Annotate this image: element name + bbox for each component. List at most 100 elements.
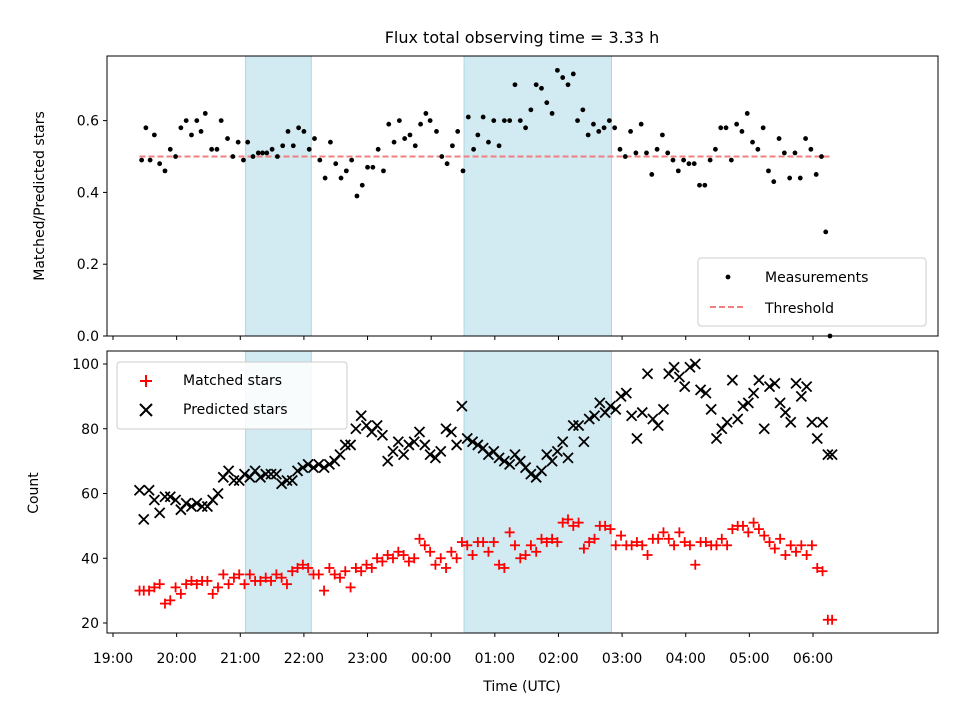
predicted-point (615, 390, 627, 403)
matched-point (271, 569, 282, 580)
matched-point (759, 530, 770, 541)
legend-matched-label: Matched stars (183, 373, 282, 389)
measurement-point (570, 71, 576, 77)
matched-point (626, 540, 637, 551)
matched-point (589, 533, 600, 544)
matched-point (531, 546, 542, 557)
matched-point (711, 540, 722, 551)
measurement-point (544, 100, 550, 106)
measurement-point (162, 168, 168, 174)
measurement-point (343, 168, 349, 174)
matched-point (806, 540, 817, 551)
predicted-point (726, 374, 739, 386)
matched-point (568, 520, 579, 531)
predicted-point (737, 400, 749, 412)
x-tick-label: 00:00 (411, 651, 451, 667)
bottom-x-ticks: 19:00 20:00 21:00 22:00 23:00 00:00 01:00 02:00… (93, 633, 833, 667)
measurement-point (449, 143, 455, 149)
measurement-point (523, 125, 528, 131)
predicted-point (461, 432, 473, 445)
predicted-point (382, 455, 394, 467)
measurement-point (274, 154, 280, 159)
measurement-point (606, 118, 612, 124)
measurement-point (439, 154, 445, 159)
bottom-y-axis-label: Count (26, 472, 42, 514)
matched-point (419, 540, 430, 551)
predicted-point (286, 474, 298, 487)
matched-point (382, 550, 393, 561)
top-x-ticks (112, 336, 814, 340)
measurement-point (601, 125, 607, 131)
shaded-interval (463, 350, 612, 634)
predicted-point (705, 403, 717, 415)
matched-point (504, 527, 515, 538)
predicted-point (185, 500, 198, 513)
measurement-point (819, 154, 824, 159)
matched-point (700, 537, 711, 548)
matched-point (600, 520, 611, 531)
measurement-point (157, 161, 163, 167)
matched-point (303, 562, 314, 573)
predicted-point (679, 381, 691, 393)
y-tick-label: 0.4 (77, 185, 99, 201)
bottom-legend: Matched stars Predicted stars (116, 361, 348, 430)
measurement-point (444, 161, 450, 167)
matched-point (605, 524, 616, 535)
measurement-point (781, 150, 787, 156)
measurement-point (659, 132, 665, 138)
predicted-point (567, 419, 579, 432)
matched-point (467, 550, 478, 561)
measurement-point (202, 111, 208, 116)
matched-point (266, 575, 277, 586)
bottom-y-ticks: 20 40 60 80 100 (72, 357, 107, 632)
measurement-point (290, 143, 296, 149)
measurement-point (359, 182, 365, 188)
measurement-point (250, 154, 256, 159)
measurement-point (386, 121, 392, 127)
measurement-point (475, 132, 481, 138)
predicted-point (222, 465, 235, 477)
predicted-point (159, 491, 171, 503)
measurement-point (622, 154, 628, 159)
predicted-point (228, 474, 240, 487)
matched-point (610, 540, 621, 551)
matched-point (223, 579, 234, 590)
measurement-point (486, 139, 491, 145)
predicted-point (238, 468, 251, 480)
top-axes-frame (106, 55, 939, 337)
top-y-ticks: 0.0 0.2 0.4 0.6 (77, 114, 107, 345)
matched-point (356, 566, 367, 577)
predicted-point (302, 458, 314, 470)
measurement-point (713, 146, 718, 152)
matched-point (319, 585, 330, 596)
predicted-point (610, 403, 622, 415)
matched-point (181, 579, 192, 590)
x-tick-label: 05:00 (729, 651, 769, 667)
predicted-point (440, 423, 452, 435)
measurement-point (418, 121, 423, 127)
x-tick-label: 22:00 (284, 651, 324, 667)
matched-point (573, 517, 584, 528)
predicted-point (318, 461, 330, 474)
predicted-point (403, 439, 415, 451)
predicted-point (684, 361, 696, 373)
matched-point (207, 588, 218, 599)
matched-point (175, 588, 186, 599)
measurement-point (638, 121, 644, 127)
matched-point (239, 579, 250, 590)
matched-point (520, 550, 531, 561)
measurement-point (269, 146, 275, 152)
predicted-point (133, 484, 146, 496)
measurement-point (317, 157, 323, 163)
predicted-point (387, 445, 399, 458)
matched-point (144, 585, 155, 596)
measurement-point (296, 125, 302, 131)
predicted-point (456, 400, 468, 412)
predicted-stars-series (133, 358, 838, 526)
measurement-point (209, 146, 215, 152)
predicted-point (753, 374, 765, 386)
legend-threshold-label: Threshold (764, 301, 834, 317)
matched-point (398, 550, 409, 561)
predicted-point (747, 387, 760, 399)
matched-point (488, 537, 499, 548)
